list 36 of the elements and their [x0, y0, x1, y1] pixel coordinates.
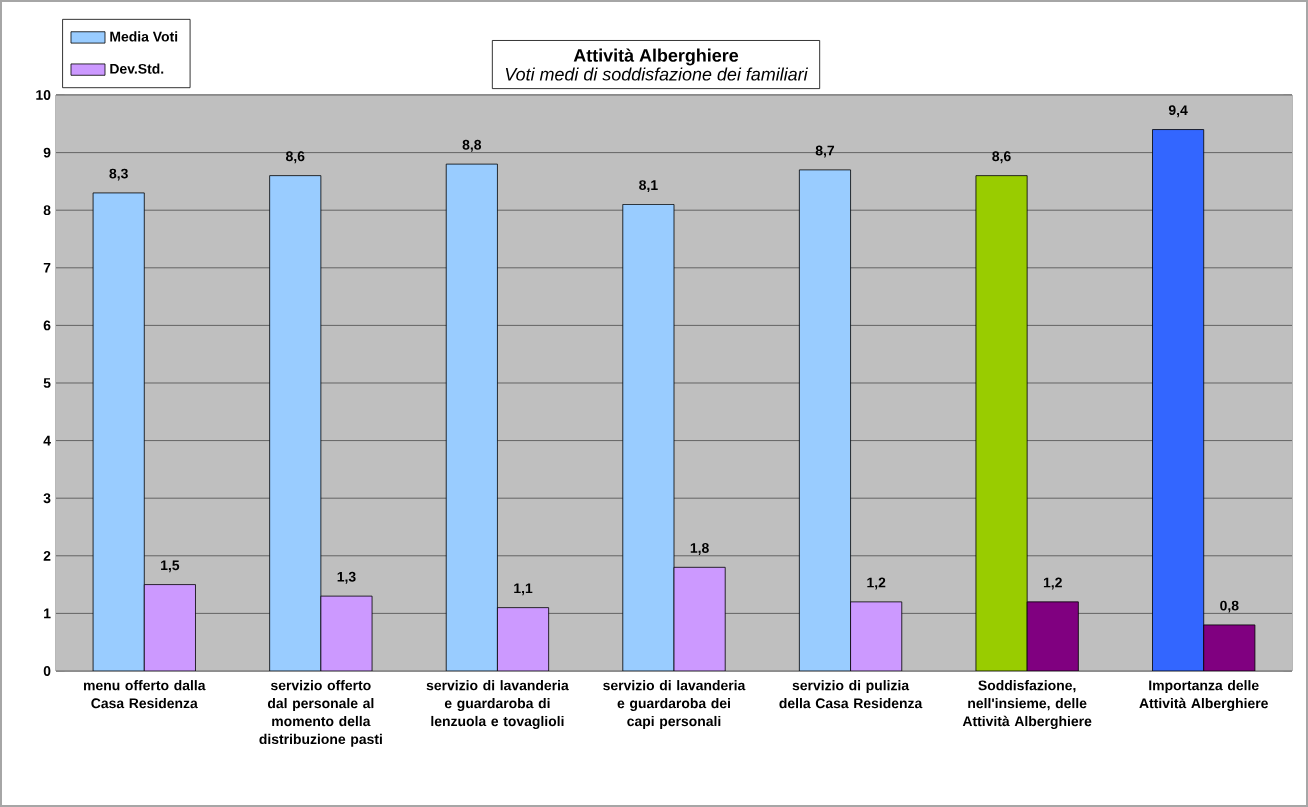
chart-title: Attività Alberghiere — [573, 48, 739, 66]
x-tick-label: Soddisfazione, nell'insieme, delle Attività Alberghiere — [962, 680, 1092, 729]
data-label: 8,3 — [109, 168, 128, 181]
x-tick-label: servizio di lavanderia e guardaroba di lenzuola e tovaglioli — [426, 680, 569, 729]
y-tick-label: 5 — [43, 378, 51, 388]
x-tick-label: servizio di lavanderia e guardaroba dei capi personali — [603, 680, 746, 729]
y-tick-label: 4 — [43, 435, 51, 446]
data-label: 1,2 — [1043, 577, 1062, 590]
data-label: 8,6 — [286, 151, 305, 164]
data-label: 1,5 — [161, 560, 180, 573]
data-label: 8,8 — [462, 139, 482, 152]
y-tick-label: 3 — [43, 493, 51, 504]
chart-subtitle: Voti medi di soddisfazione dei familiari — [505, 67, 808, 81]
y-tick-label: 8 — [43, 205, 51, 216]
x-tick-label: servizio di pulizia della Casa Residenza — [779, 680, 923, 709]
data-label: 1,2 — [867, 577, 886, 590]
data-label: 8,6 — [992, 151, 1011, 164]
data-label: 1,3 — [337, 571, 356, 584]
y-tick-label: 9 — [43, 147, 51, 158]
x-tick-label: servizio offerto dal personale al momento della distribuzione pasti — [259, 680, 382, 747]
legend-label: Dev.Std. — [110, 63, 164, 74]
data-label: 8,1 — [639, 180, 658, 193]
y-tick-label: 1 — [44, 608, 51, 619]
y-tick-label: 7 — [43, 263, 51, 273]
data-label: 1,8 — [690, 543, 709, 555]
y-tick-label: 10 — [36, 90, 51, 100]
y-tick-label: 2 — [43, 550, 51, 561]
x-tick-label: menu offerto dalla Casa Residenza — [83, 680, 206, 709]
data-label: 9,4 — [1168, 105, 1188, 118]
y-tick-label: 6 — [43, 320, 51, 331]
x-tick-label: Importanza delle Attività Alberghiere — [1139, 680, 1268, 712]
data-label: 1,1 — [514, 583, 533, 596]
data-label: 8,7 — [815, 145, 835, 158]
y-tick-label: 0 — [43, 666, 51, 676]
data-label: 0,8 — [1220, 600, 1239, 613]
legend-label: Media Voti — [110, 31, 178, 42]
